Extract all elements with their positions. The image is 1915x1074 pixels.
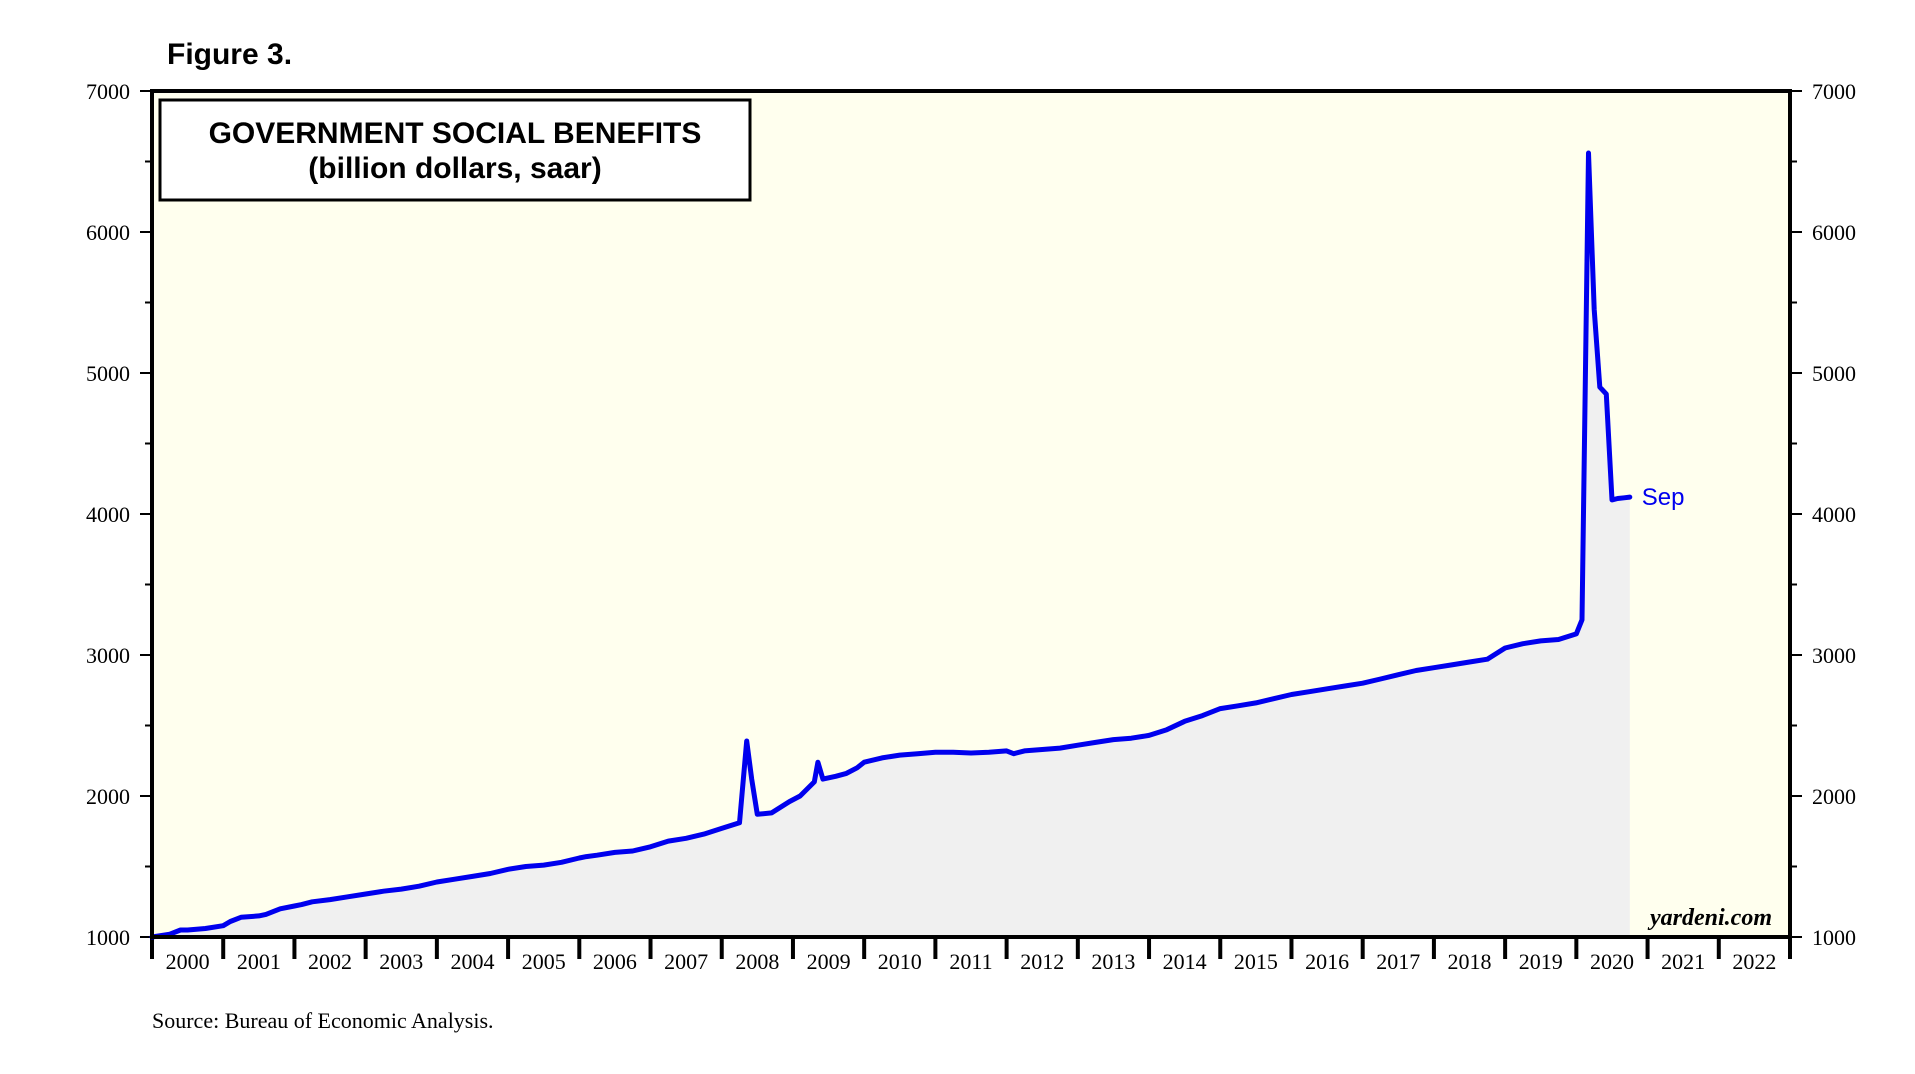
x-tick-label: 2021 [1661,949,1705,974]
y-tick-label-right: 1000 [1812,925,1856,950]
x-tick-label: 2000 [166,949,210,974]
x-tick-label: 2010 [878,949,922,974]
y-tick-label-right: 6000 [1812,220,1856,245]
x-tick-label: 2009 [807,949,851,974]
y-tick-label-left: 3000 [86,643,130,668]
x-tick-label: 2015 [1234,949,1278,974]
x-tick-label: 2002 [308,949,352,974]
figure-label: Figure 3. [167,38,293,71]
x-tick-label: 2022 [1732,949,1776,974]
y-tick-label-left: 1000 [86,925,130,950]
y-tick-label-left: 2000 [86,784,130,809]
series-area-fill [152,153,1630,937]
x-tick-label: 2017 [1376,949,1420,974]
x-tick-label: 2005 [522,949,566,974]
chart-subtitle: (billion dollars, saar) [308,152,601,185]
y-tick-label-right: 7000 [1812,79,1856,104]
x-tick-label: 2007 [664,949,708,974]
x-tick-label: 2016 [1305,949,1349,974]
plot-frame [150,89,1792,939]
x-tick-label: 2008 [735,949,779,974]
x-tick-label: 2019 [1519,949,1563,974]
watermark: yardeni.com [1647,905,1772,931]
x-axis: 2000 2001 2002 2003 2004 2005 2006 2007 2008 2009… [150,937,1792,974]
x-tick-label: 2013 [1091,949,1135,974]
x-tick-label: 2014 [1163,949,1207,974]
source-note: Source: Bureau of Economic Analysis. [152,1008,494,1033]
chart-title-box: GOVERNMENT SOCIAL BENEFITS (billion doll… [158,98,752,202]
x-tick-label: 2003 [379,949,423,974]
x-tick-label: 2020 [1590,949,1634,974]
chart-title: GOVERNMENT SOCIAL BENEFITS [209,117,702,150]
y-tick-label-right: 4000 [1812,502,1856,527]
y-axis-left: 1000 2000 3000 4000 5000 6000 7000 [86,79,152,950]
y-tick-label-right: 2000 [1812,784,1856,809]
y-tick-label-left: 4000 [86,502,130,527]
y-tick-label-left: 7000 [86,79,130,104]
x-tick-label: 2006 [593,949,637,974]
x-tick-label: 2012 [1020,949,1064,974]
x-tick-label: 2001 [237,949,281,974]
y-axis-right: 1000 2000 3000 4000 5000 6000 7000 [1790,79,1856,950]
x-tick-label: 2011 [949,949,992,974]
series-line [149,150,1633,940]
x-tick-label: 2004 [450,949,494,974]
y-tick-label-right: 5000 [1812,361,1856,386]
y-tick-label-left: 6000 [86,220,130,245]
series-end-label: Sep [1642,484,1685,511]
title-box-border [158,98,752,202]
x-tick-label: 2018 [1448,949,1492,974]
y-tick-label-right: 3000 [1812,643,1856,668]
y-tick-label-left: 5000 [86,361,130,386]
